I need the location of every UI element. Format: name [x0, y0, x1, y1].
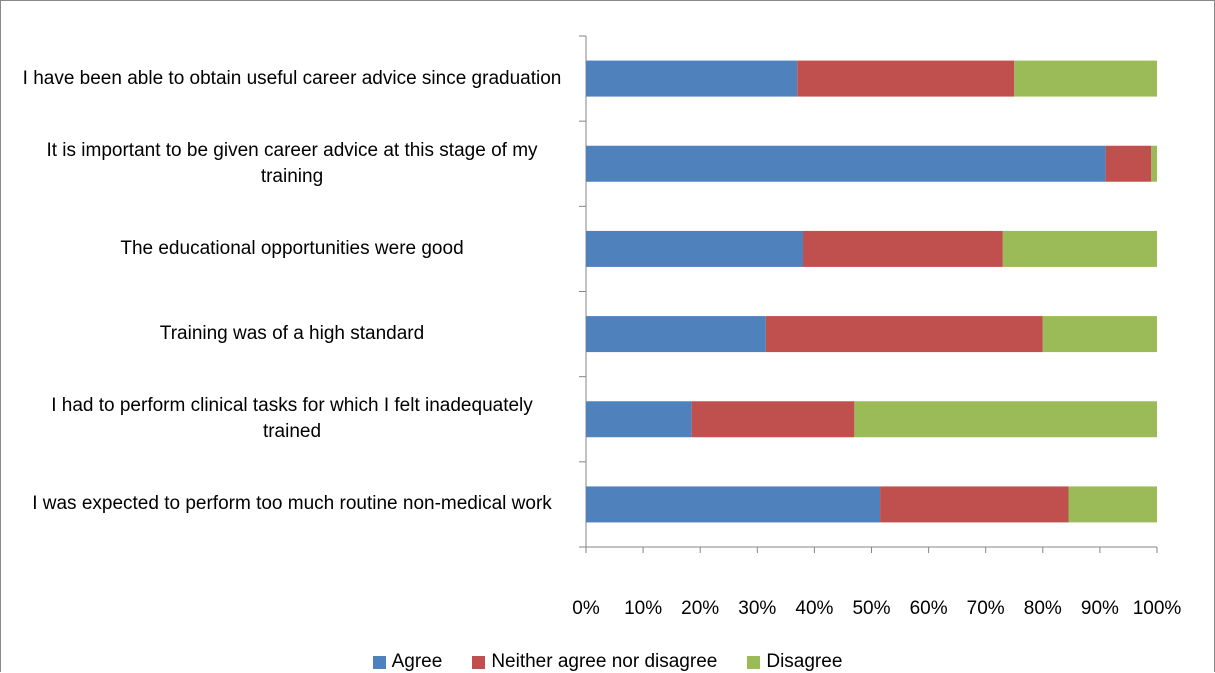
x-tick-label: 80%	[1024, 598, 1062, 619]
x-tick-label: 90%	[1081, 598, 1119, 619]
category-label: It is important to be given career advic…	[46, 139, 538, 187]
bar-segment	[586, 401, 692, 438]
bar-segment	[586, 486, 881, 523]
legend: Agree Neither agree nor disagree Disagree	[1, 651, 1214, 672]
legend-item: Neither agree nor disagree	[472, 651, 717, 672]
legend-swatch	[472, 655, 486, 669]
legend-label: Agree	[391, 651, 443, 672]
x-tick-label: 10%	[624, 598, 662, 619]
category-label: I was expected to perform too much routi…	[32, 493, 552, 515]
category-label: I have been able to obtain useful career…	[22, 67, 562, 89]
x-tick-label: 40%	[795, 598, 833, 619]
bar-segment	[691, 401, 855, 438]
category-label: The educational opportunities were good	[120, 237, 464, 259]
bar-segment	[765, 316, 1043, 353]
bar-segment	[586, 60, 798, 97]
legend-item: Disagree	[747, 651, 842, 672]
bar-segment	[586, 145, 1106, 182]
x-tick-label: 60%	[910, 598, 948, 619]
legend-label: Neither agree nor disagree	[491, 651, 718, 672]
bar-segment	[854, 401, 1157, 438]
x-tick-label: 20%	[681, 598, 719, 619]
bar-segment	[802, 230, 1003, 267]
x-tick-label: 50%	[852, 598, 890, 619]
bar-segment	[1014, 60, 1157, 97]
category-label: Training was of a high standard	[159, 323, 425, 345]
legend-label: Disagree	[766, 651, 843, 672]
x-tick-label: 70%	[967, 598, 1005, 619]
bar-segment	[1042, 316, 1157, 353]
bar-segment	[586, 230, 803, 267]
bar-segment	[1068, 486, 1157, 523]
x-tick-label: 100%	[1133, 598, 1182, 619]
bar-segment	[797, 60, 1015, 97]
bar-segment	[586, 316, 766, 353]
x-tick-label: 0%	[572, 598, 600, 619]
legend-swatch	[747, 655, 761, 669]
legend-item: Agree	[372, 651, 443, 672]
bar-segment	[1151, 145, 1157, 182]
category-label: I had to perform clinical tasks for whic…	[51, 395, 533, 443]
bar-segment	[880, 486, 1069, 523]
bar-segment	[1105, 145, 1152, 182]
x-tick-label: 30%	[738, 598, 776, 619]
bar-segment	[1002, 230, 1157, 267]
legend-swatch	[372, 655, 386, 669]
